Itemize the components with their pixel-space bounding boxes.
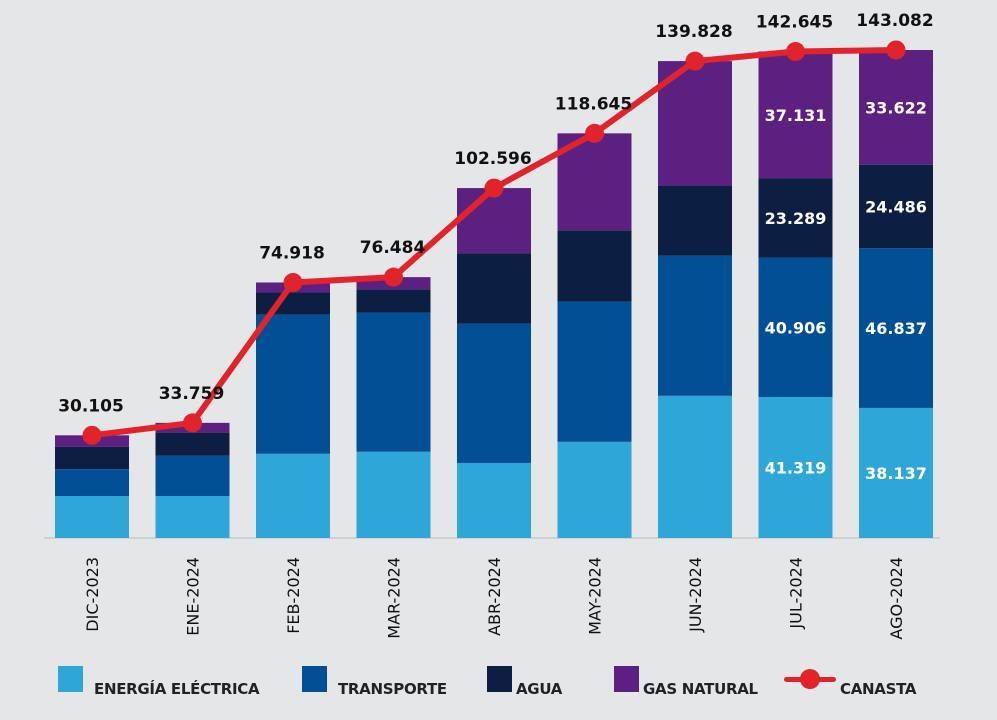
canasta-line-group: [82, 40, 906, 445]
canasta-value-label: 143.082: [856, 11, 933, 31]
legend: ENERGÍA ELÉCTRICA TRANSPORTE AGUA GAS NA…: [0, 662, 997, 702]
legend-item-canasta: CANASTA: [784, 666, 916, 698]
canasta-value-label: 102.596: [454, 149, 531, 169]
x-tick-label: ENE-2024: [184, 557, 203, 636]
bar-segment-transporte: [256, 314, 330, 454]
bar-segment-agua: [557, 230, 632, 302]
canasta-point: [786, 41, 805, 61]
bar-segment-energia-electrica: [758, 397, 833, 538]
canasta-point: [384, 267, 403, 287]
bar-segment-agua: [155, 432, 230, 456]
data-label-agua: 24.486: [865, 197, 927, 216]
bar-segment-energia-electrica: [356, 451, 431, 538]
canasta-value-label: 30.105: [58, 396, 124, 416]
bar-segment-transporte: [155, 455, 230, 497]
bar-segment-gas-natural: [758, 51, 833, 179]
canasta-value-label: 33.759: [159, 384, 225, 404]
legend-swatch-energia: [58, 666, 83, 692]
bar-segment-agua: [457, 253, 531, 324]
canasta-point: [82, 425, 102, 445]
legend-swatch-transporte: [302, 666, 327, 692]
bar-segment-gas-natural: [859, 50, 933, 165]
bar-segment-transporte: [356, 312, 431, 452]
bar-segment-agua: [256, 292, 330, 315]
total-labels-group: 30.105 33.759 74.918 76.484 102.596 118.645 13…: [58, 11, 934, 416]
canasta-point: [183, 413, 202, 433]
bar-segment-energia-electrica: [256, 453, 330, 538]
x-tick-label: ABR-2024: [485, 557, 504, 636]
bar-segment-agua: [758, 178, 833, 258]
bar-segment-transporte: [658, 255, 732, 396]
bar-segment-energia-electrica: [658, 395, 732, 538]
canasta-value-label: 118.645: [555, 94, 632, 114]
canasta-value-label: 139.828: [655, 22, 732, 42]
canasta-point: [484, 178, 504, 198]
legend-item-agua: AGUA: [487, 666, 562, 698]
x-tick-label: MAR-2024: [385, 557, 404, 639]
bar-segment-gas-natural: [457, 188, 531, 254]
bar-segment-transporte: [758, 257, 833, 398]
x-tick-label: DIC-2023: [83, 557, 102, 632]
canasta-value-label: 76.484: [360, 238, 426, 258]
bar-segment-energia-electrica: [457, 462, 531, 538]
x-tick-label: JUL-2024: [787, 557, 806, 630]
bar-segment-energia-electrica: [859, 407, 933, 538]
data-label-transporte: 46.837: [865, 319, 927, 338]
bar-segment-transporte: [55, 469, 129, 497]
legend-label-canasta: CANASTA: [840, 680, 917, 698]
bar-segment-agua: [658, 185, 732, 256]
bars-group: [55, 50, 933, 538]
x-tick-label: MAY-2024: [586, 557, 605, 635]
legend-item-transporte: TRANSPORTE: [302, 666, 447, 698]
bar-segment-agua: [356, 289, 431, 313]
data-label-energia-electrica: 38.137: [865, 464, 927, 483]
legend-item-energia: ENERGÍA ELÉCTRICA: [58, 666, 260, 698]
bar-segment-transporte: [859, 248, 933, 408]
bar-segment-energia-electrica: [155, 496, 230, 538]
canasta-point: [886, 40, 906, 60]
x-tick-label: JUN-2024: [686, 557, 705, 633]
x-tick-label: FEB-2024: [284, 557, 303, 634]
segment-labels-group: 41.319 40.906 23.289 37.131 38.137 46.837 24.4…: [765, 98, 927, 483]
legend-item-gas-natural: GAS NATURAL: [614, 666, 758, 698]
data-label-agua: 23.289: [765, 209, 827, 228]
canasta-value-label: 142.645: [756, 12, 833, 32]
bar-segment-energia-electrica: [55, 496, 129, 538]
canasta-point: [585, 123, 604, 143]
data-label-transporte: 40.906: [765, 318, 827, 337]
x-tick-labels-group: DIC-2023 ENE-2024 FEB-2024 MAR-2024 ABR-2024…: [83, 557, 906, 640]
legend-label-transporte: TRANSPORTE: [338, 680, 447, 698]
data-label-gas-natural: 33.622: [865, 98, 927, 117]
legend-label-agua: AGUA: [516, 680, 563, 698]
bar-segment-energia-electrica: [557, 441, 632, 538]
canasta-point: [283, 272, 303, 292]
data-label-energia-electrica: 41.319: [765, 459, 827, 478]
bar-segment-transporte: [557, 301, 632, 442]
bar-segment-agua: [859, 164, 933, 249]
bar-segment-transporte: [457, 323, 531, 463]
data-label-gas-natural: 37.131: [765, 106, 827, 125]
bar-segment-agua: [55, 446, 129, 470]
legend-line-marker-icon: [784, 666, 836, 692]
canasta-value-label: 74.918: [259, 243, 325, 263]
legend-swatch-gas-natural: [614, 666, 639, 692]
canasta-point: [685, 51, 705, 71]
x-tick-label: AGO-2024: [887, 557, 906, 640]
legend-swatch-agua: [487, 666, 512, 692]
legend-label-energia: ENERGÍA ELÉCTRICA: [94, 680, 260, 698]
legend-label-gas-natural: GAS NATURAL: [643, 680, 758, 698]
